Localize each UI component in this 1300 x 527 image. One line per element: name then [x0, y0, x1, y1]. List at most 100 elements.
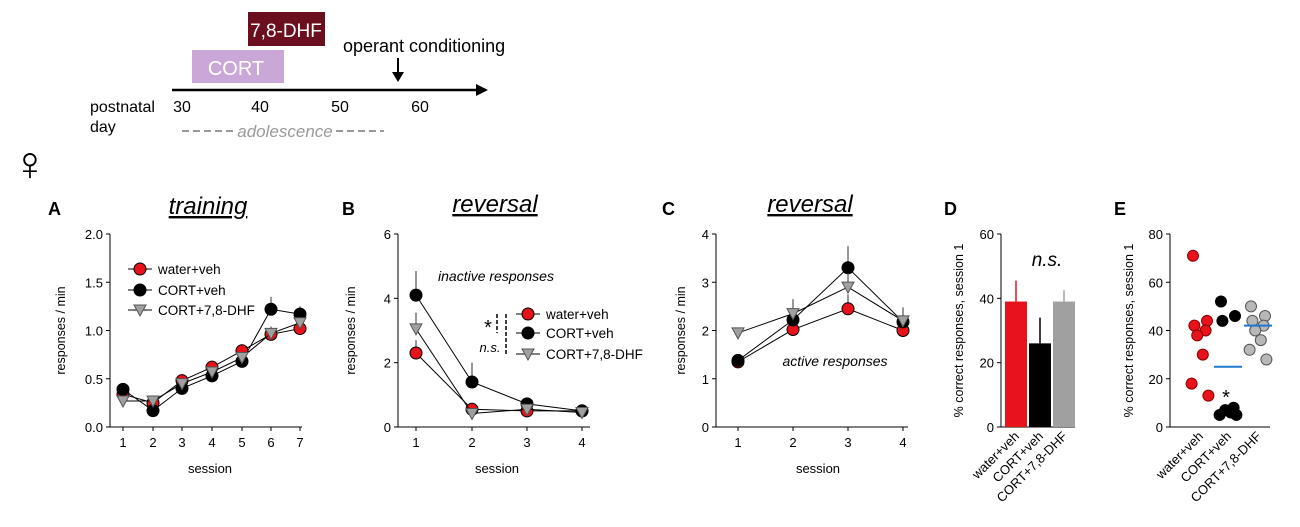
y-axis-label-a: responses / min: [54, 286, 68, 374]
cort-treatment-bar: [192, 50, 284, 83]
x-tick-label-c: 3: [844, 435, 851, 450]
y-tick-label-d: 40: [980, 291, 994, 306]
operant-arrow-head: [392, 72, 404, 82]
y-axis-label-e: % correct responses, session 1: [1122, 244, 1136, 418]
drug-treatment-bar: [248, 12, 325, 46]
y-tick-label-e: 20: [1149, 372, 1163, 387]
data-point-e-1: [1229, 310, 1241, 323]
data-point-a-cort-7-8-dhf: [293, 317, 307, 330]
x-tick-label-b: 3: [523, 435, 530, 450]
timeline-tick-40: 40: [251, 99, 269, 116]
data-point-c-cort-7-8-dhf: [731, 327, 745, 340]
y-tick-label-b: 0: [384, 420, 391, 435]
y-tick-label-e: 80: [1149, 227, 1163, 242]
adolescence-label: adolescence: [237, 122, 332, 141]
y-tick-label-b: 6: [384, 227, 391, 242]
y-tick-label-c: 3: [702, 275, 709, 290]
x-axis-label-a: session: [188, 461, 232, 476]
data-point-e-0: [1187, 249, 1199, 262]
chart-title-b: reversal: [452, 191, 538, 218]
data-point-a-cort-7-8-dhf: [146, 395, 160, 408]
data-point-a-cort-7-8-dhf: [205, 366, 219, 380]
timeline-tick-30: 30: [173, 99, 191, 116]
x-tick-label-a: 6: [267, 435, 274, 450]
legend-label-b: water+veh: [545, 307, 609, 322]
data-point-b-cort-7-8-dhf: [409, 323, 423, 336]
y-tick-label-e: 40: [1149, 324, 1163, 339]
y-tick-label-c: 4: [702, 227, 709, 242]
panel-label-e: E: [1114, 199, 1126, 219]
drug-treatment-label: 7,8-DHF: [250, 21, 322, 42]
legend-marker-a: [133, 262, 147, 276]
data-point-e-1: [1216, 314, 1229, 327]
y-axis-label-c: responses / min: [674, 286, 688, 374]
data-point-e-2: [1243, 343, 1256, 356]
x-tick-label-b: 4: [578, 435, 585, 450]
x-tick-label-b: 2: [468, 435, 475, 450]
data-point-e-0: [1196, 348, 1209, 361]
legend-marker-b: [521, 307, 535, 321]
data-point-c-water-veh: [841, 302, 855, 316]
y-tick-label-a: 0.5: [85, 372, 103, 387]
legend-marker-b: [521, 326, 535, 340]
data-point-e-0: [1185, 377, 1198, 390]
cort-treatment-label: CORT: [208, 58, 264, 80]
charts-layer: A 0.0 0.5 1.0 1.5 2.0 responses / min 1 2 3 4 5 6 7 se…: [48, 191, 1273, 505]
series-line-a-cort-veh: [122, 308, 301, 412]
legend-label-a: water+veh: [157, 262, 221, 277]
annotation-b: inactive responses: [438, 268, 554, 284]
x-tick-label-c: 4: [899, 435, 906, 450]
y-tick-label-b: 2: [384, 356, 391, 371]
data-point-e-2: [1254, 334, 1267, 347]
x-axis-label-b: session: [475, 461, 519, 476]
data-point-a-cort-veh: [264, 302, 278, 316]
series-line-c-water-veh: [737, 308, 904, 363]
legend-marker-a: [133, 304, 147, 318]
timeline-axis-label-1: postnatal: [90, 99, 155, 116]
legend-label-a: CORT+7,8-DHF: [158, 303, 255, 318]
data-point-b-cort-7-8-dhf: [520, 403, 534, 417]
x-tick-label-c: 2: [789, 435, 796, 450]
y-tick-label-e: 60: [1149, 275, 1163, 290]
data-point-b-cort-7-8-dhf: [575, 407, 589, 420]
legend-label-b: CORT+veh: [546, 326, 614, 341]
operant-conditioning-label: operant conditioning: [343, 36, 505, 56]
y-tick-label-c: 1: [702, 372, 709, 387]
data-point-a-cort-7-8-dhf: [175, 378, 189, 391]
chart-title-c: reversal: [767, 191, 853, 218]
y-tick-label-a: 1.0: [85, 324, 103, 339]
data-point-e-2: [1245, 300, 1257, 313]
data-point-e-0: [1191, 329, 1204, 342]
annotation-c: active responses: [782, 353, 887, 369]
significance-ns-b: n.s.: [480, 340, 501, 355]
y-axis-label-b: responses / min: [344, 286, 358, 374]
timeline-tick-60: 60: [411, 99, 429, 116]
x-tick-label-a: 3: [178, 435, 185, 450]
significance-label-d: n.s.: [1032, 250, 1063, 271]
y-tick-label-a: 2.0: [85, 227, 103, 242]
x-tick-label-a: 5: [238, 435, 245, 450]
x-tick-label-a: 1: [119, 435, 126, 450]
data-point-e-1: [1213, 408, 1226, 421]
x-axis-label-c: session: [796, 461, 840, 476]
series-line-b-cort-7-8-dhf: [415, 328, 583, 415]
data-point-e-1: [1230, 408, 1243, 421]
legend-label-a: CORT+veh: [158, 283, 226, 298]
data-point-e-1: [1215, 295, 1227, 308]
x-tick-label-c: 1: [734, 435, 741, 450]
bar-d-1: [1029, 343, 1051, 427]
data-point-b-cort-veh: [409, 288, 423, 302]
timeline-tick-50: 50: [331, 99, 349, 116]
legend-marker-a: [133, 283, 147, 297]
y-tick-label-b: 4: [384, 291, 391, 306]
y-tick-label-d: 0: [987, 420, 994, 435]
timeline-arrow-head: [476, 84, 488, 96]
data-point-c-cort-7-8-dhf: [786, 308, 800, 321]
data-point-b-cort-veh: [465, 375, 479, 389]
data-point-a-cort-veh: [116, 382, 130, 396]
panel-label-d: D: [944, 199, 957, 219]
bar-d-0: [1005, 301, 1027, 427]
data-point-a-cort-7-8-dhf: [116, 395, 130, 408]
y-tick-label-c: 0: [702, 420, 709, 435]
